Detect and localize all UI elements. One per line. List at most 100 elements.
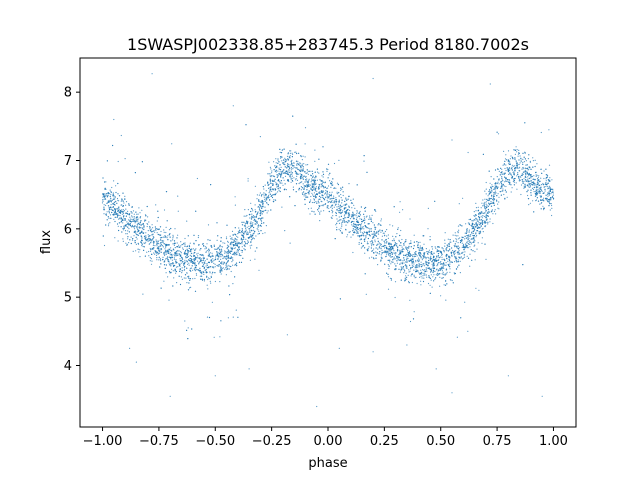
- data-point: [214, 280, 216, 283]
- data-point: [423, 269, 425, 271]
- data-point: [525, 164, 527, 166]
- data-point: [199, 275, 201, 277]
- data-point: [129, 224, 131, 226]
- data-point: [334, 204, 336, 206]
- data-point: [498, 208, 500, 210]
- data-point: [206, 264, 208, 267]
- data-point: [164, 267, 166, 269]
- data-point: [403, 254, 405, 256]
- data-point: [206, 267, 208, 269]
- data-point: [227, 241, 229, 243]
- data-point: [299, 162, 301, 164]
- data-point: [388, 243, 390, 245]
- data-point: [209, 272, 211, 274]
- data-point: [231, 253, 233, 255]
- data-point: [410, 258, 412, 260]
- data-point: [451, 255, 453, 257]
- data-point: [257, 233, 259, 235]
- data-point: [455, 250, 457, 252]
- data-point: [253, 232, 255, 234]
- data-point: [203, 261, 205, 263]
- data-point: [431, 248, 434, 250]
- data-point: [177, 195, 179, 197]
- data-point: [344, 212, 346, 214]
- data-point: [344, 217, 346, 219]
- data-point: [423, 257, 425, 259]
- data-point: [359, 236, 361, 238]
- data-point: [165, 226, 167, 228]
- data-point: [245, 229, 247, 231]
- data-point: [519, 166, 521, 168]
- data-point: [470, 234, 472, 236]
- data-point: [520, 160, 522, 163]
- data-point: [548, 187, 550, 189]
- data-point: [430, 274, 432, 276]
- data-point: [340, 222, 343, 224]
- data-point: [303, 195, 305, 197]
- data-point: [418, 272, 420, 274]
- data-point: [505, 169, 507, 172]
- data-point: [349, 209, 351, 211]
- data-point: [165, 272, 167, 274]
- data-point: [428, 276, 430, 278]
- data-point: [537, 188, 539, 190]
- data-point: [386, 252, 388, 254]
- data-point: [473, 229, 476, 231]
- data-point: [372, 222, 374, 224]
- data-point: [371, 241, 373, 243]
- data-point: [317, 171, 319, 173]
- data-point: [330, 193, 332, 195]
- data-point: [162, 236, 164, 238]
- data-point: [543, 209, 545, 211]
- data-point: [511, 187, 513, 189]
- data-point: [422, 272, 424, 274]
- data-point: [436, 265, 438, 267]
- data-point: [144, 238, 146, 240]
- data-point: [394, 296, 396, 299]
- data-point: [527, 176, 529, 178]
- data-point: [398, 240, 400, 242]
- data-point: [497, 181, 499, 183]
- data-point: [442, 248, 444, 250]
- data-point: [340, 212, 342, 215]
- data-point: [545, 177, 548, 179]
- data-point: [240, 232, 242, 234]
- data-point: [394, 281, 397, 283]
- data-point: [466, 231, 468, 233]
- data-point: [408, 269, 410, 271]
- data-point: [156, 220, 158, 222]
- data-point: [168, 262, 170, 264]
- data-point: [207, 239, 209, 241]
- data-point: [266, 212, 268, 214]
- data-point: [216, 252, 218, 254]
- data-point: [131, 239, 134, 241]
- data-point: [315, 201, 317, 203]
- data-point: [165, 231, 167, 234]
- data-point: [254, 223, 256, 225]
- data-point: [306, 178, 308, 180]
- data-point: [440, 295, 442, 297]
- data-point: [167, 258, 169, 260]
- data-point: [438, 274, 440, 276]
- data-point: [137, 248, 139, 250]
- data-point: [400, 244, 402, 247]
- data-point: [451, 247, 453, 249]
- data-point: [259, 192, 261, 194]
- data-point: [364, 219, 366, 221]
- data-point: [520, 157, 522, 159]
- data-point: [395, 254, 397, 256]
- data-point: [359, 218, 361, 220]
- data-point: [234, 264, 236, 266]
- data-point: [392, 225, 394, 227]
- data-point: [180, 262, 182, 264]
- data-point: [517, 153, 520, 155]
- data-point: [476, 234, 478, 237]
- data-point: [467, 330, 469, 332]
- data-point: [373, 224, 375, 226]
- data-point: [454, 258, 457, 260]
- data-point: [156, 242, 158, 244]
- data-point: [485, 258, 487, 260]
- data-point: [284, 157, 286, 159]
- data-point: [211, 255, 213, 257]
- data-point: [188, 259, 190, 261]
